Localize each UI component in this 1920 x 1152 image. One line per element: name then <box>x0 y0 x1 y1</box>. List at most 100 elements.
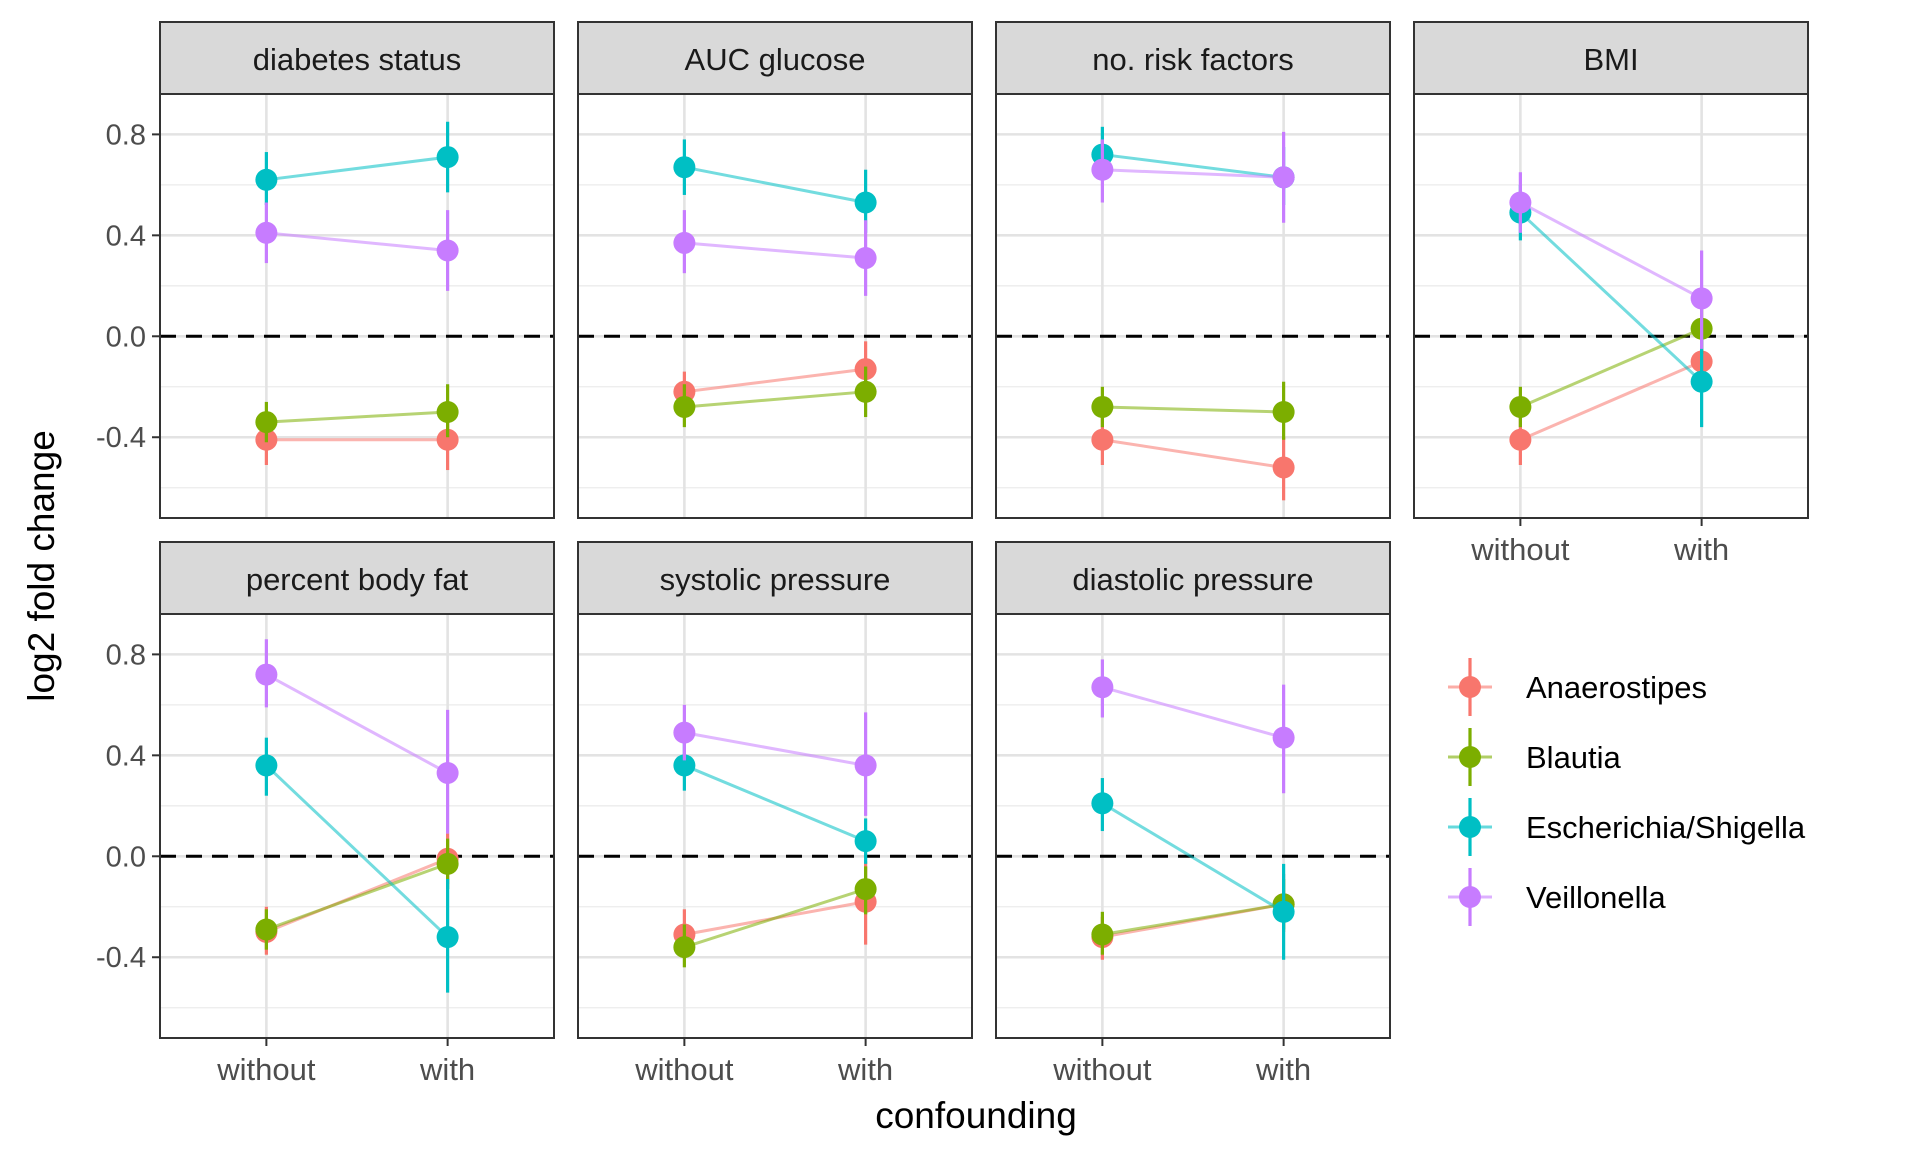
legend-entry-anaerostipes: Anaerostipes <box>1448 658 1707 716</box>
panel-border <box>1413 93 1809 519</box>
data-point <box>1091 158 1114 181</box>
series-line <box>684 165 866 204</box>
panel-auc-glucose: AUC glucose <box>577 21 973 519</box>
series-line <box>265 862 449 931</box>
series-line <box>1102 153 1284 179</box>
series-line <box>1102 902 1284 937</box>
panel-title: AUC glucose <box>685 42 866 77</box>
x-tick-label: with <box>1673 532 1729 567</box>
data-point <box>436 146 459 169</box>
data-point <box>1690 370 1713 393</box>
series-line <box>684 390 866 409</box>
series-veillonella <box>673 704 877 816</box>
legend-label: Escherichia/Shigella <box>1526 810 1806 845</box>
series-line <box>684 731 866 767</box>
x-tick-label: without <box>1052 1052 1152 1087</box>
legend-marker <box>1459 816 1481 838</box>
data-point <box>1091 923 1114 946</box>
panel-title: systolic pressure <box>660 562 891 597</box>
y-tick-label: -0.4 <box>96 942 146 974</box>
panel-border <box>577 93 973 519</box>
panel-systolic-pressure: systolic pressure without with <box>577 541 973 1087</box>
y-tick-label: 0.4 <box>106 740 146 772</box>
data-point <box>673 231 696 254</box>
series-line <box>683 764 867 843</box>
legend-label: Veillonella <box>1526 880 1666 915</box>
data-point <box>854 830 877 853</box>
data-point <box>673 395 696 418</box>
data-point <box>854 191 877 214</box>
series-line <box>265 673 449 775</box>
x-tick-label: with <box>419 1052 475 1087</box>
y-tick-label: 0.8 <box>106 639 146 671</box>
data-point <box>255 221 278 244</box>
series-blautia <box>1091 381 1295 440</box>
series-line <box>684 241 866 260</box>
panel-title: diabetes status <box>253 42 462 77</box>
data-point <box>436 401 459 423</box>
series-veillonella <box>1091 131 1295 223</box>
series-line <box>1519 211 1703 383</box>
series-line <box>1102 168 1284 179</box>
series-veillonella <box>673 210 877 296</box>
legend-marker <box>1459 886 1481 908</box>
series-veillonella <box>255 639 459 834</box>
panel-no-risk-factors: no. risk factors <box>995 21 1391 519</box>
series-veillonella <box>1509 172 1713 349</box>
x-tick-label: with <box>1255 1052 1311 1087</box>
panel-percent-body-fat: percent body fat 0.8 0.4 0.0 -0.4 without with <box>96 541 555 1087</box>
y-tick-label: 0.8 <box>106 119 146 151</box>
data-point <box>854 380 877 403</box>
series-blautia <box>673 366 877 428</box>
data-point <box>1509 191 1532 214</box>
panel-strip <box>159 541 555 615</box>
data-point <box>1272 456 1295 479</box>
y-tick-label: 0.4 <box>106 220 146 252</box>
panel-title: no. risk factors <box>1092 42 1294 77</box>
y-axis-title: log2 fold change <box>21 430 62 702</box>
panel-strip <box>995 21 1391 95</box>
panel-strip <box>577 541 973 615</box>
data-point <box>436 762 459 784</box>
panel-strip <box>159 21 555 95</box>
series-blautia <box>255 838 459 950</box>
data-point <box>436 428 459 451</box>
data-point <box>673 156 696 179</box>
series-line <box>1102 405 1284 414</box>
panel-diastolic-pressure: diastolic pressure without with <box>995 541 1391 1087</box>
data-point <box>255 411 278 434</box>
data-point <box>255 754 278 777</box>
data-point <box>1091 395 1114 418</box>
legend-label: Anaerostipes <box>1526 670 1707 705</box>
x-tick-label: without <box>216 1052 316 1087</box>
series-veillonella <box>1091 659 1295 794</box>
legend-entry-veillonella: Veillonella <box>1448 868 1666 926</box>
series-line <box>683 887 867 949</box>
data-point <box>673 721 696 744</box>
data-point <box>255 663 278 686</box>
series-blautia <box>255 384 459 443</box>
series-line <box>1101 801 1285 914</box>
panel-border <box>995 93 1391 519</box>
legend-label: Blautia <box>1526 740 1622 775</box>
y-tick-label: 0.0 <box>106 321 146 353</box>
data-point <box>1272 900 1295 923</box>
series-escherichia-shigella <box>255 121 459 206</box>
legend-entry-blautia: Blautia <box>1448 728 1622 786</box>
data-point <box>436 239 459 262</box>
data-point <box>255 918 278 941</box>
data-point <box>1272 726 1295 749</box>
data-point <box>1272 166 1295 189</box>
panel-title: percent body fat <box>246 562 469 597</box>
data-point <box>255 168 278 191</box>
series-line <box>684 367 866 394</box>
data-point <box>1091 428 1114 451</box>
data-point <box>1509 395 1532 418</box>
data-point <box>673 754 696 777</box>
panel-title: diastolic pressure <box>1072 562 1313 597</box>
series-line <box>1519 360 1703 442</box>
data-point <box>854 878 877 901</box>
panel-title: BMI <box>1583 42 1638 77</box>
data-point <box>1091 676 1114 699</box>
